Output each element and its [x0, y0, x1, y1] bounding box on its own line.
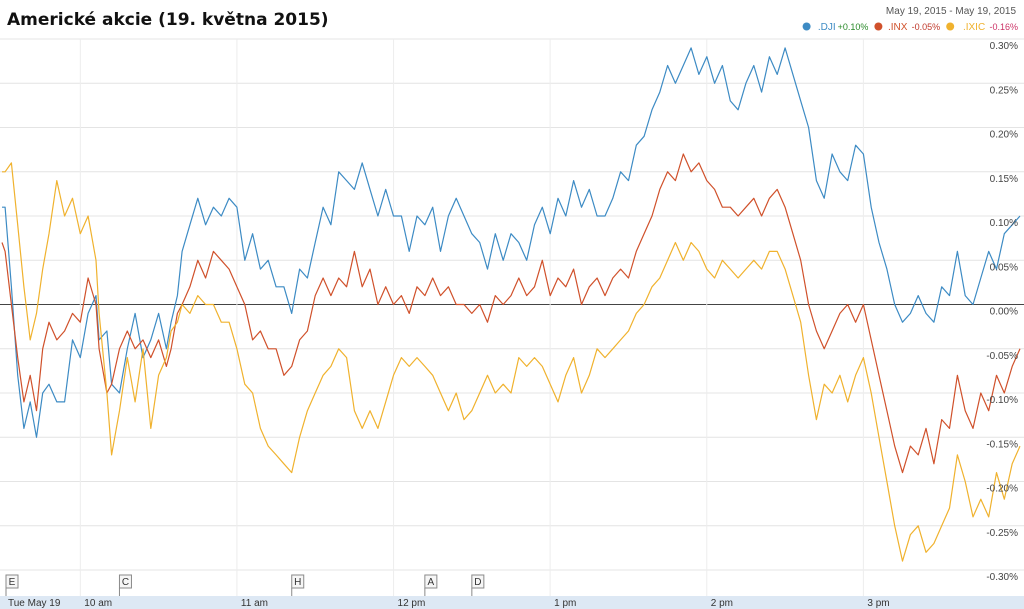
series-line — [2, 47, 1021, 438]
legend-name: .DJI — [818, 22, 836, 33]
event-label: D — [474, 577, 481, 588]
legend: -0.16% .IXIC -0.05% .INX +0.10%.DJI — [802, 22, 1018, 33]
event-label: C — [122, 577, 129, 588]
legend-change: -0.05% — [912, 22, 941, 32]
x-tick-label: 10 am — [84, 598, 112, 609]
y-axis-labels: 0.30% 0.25% 0.20% 0.15% 0.10% 0.05% 0.00% -0.05… — [986, 41, 1018, 583]
y-tick-label: -0.20% — [986, 484, 1018, 495]
series-line — [2, 162, 1021, 562]
legend-change: +0.10% — [838, 22, 869, 32]
date-range: May 19, 2015 - May 19, 2015 — [886, 6, 1017, 17]
y-tick-label: 0.00% — [990, 307, 1018, 318]
event-flag[interactable] — [471, 574, 485, 589]
y-tick-label: 0.20% — [990, 130, 1018, 141]
y-tick-label: 0.15% — [990, 174, 1018, 185]
x-tick-label: 3 pm — [867, 598, 889, 609]
x-tick-label: 1 pm — [554, 598, 576, 609]
event-flag[interactable] — [291, 574, 305, 589]
event-flag[interactable] — [118, 574, 132, 589]
event-label: H — [294, 577, 301, 588]
legend-dot — [946, 22, 955, 31]
chart-title: Americké akcie (19. května 2015) — [7, 10, 329, 30]
y-tick-label: 0.30% — [990, 41, 1018, 52]
x-tick-label: 12 pm — [398, 598, 426, 609]
y-tick-label: -0.30% — [986, 572, 1018, 583]
legend-change: -0.16% — [989, 22, 1018, 32]
x-tick-label: 11 am — [241, 598, 268, 609]
series-line — [1, 153, 1021, 474]
x-tick-label: Tue May 19 — [8, 598, 61, 609]
legend-name: .INX — [888, 22, 908, 33]
y-tick-label: 0.25% — [990, 85, 1018, 96]
y-tick-label: -0.15% — [986, 439, 1018, 450]
legend-dot — [802, 22, 811, 31]
x-axis-labels: Tue May 19 10 am 11 am 12 pm 1 pm 2 pm 3 pm — [8, 598, 890, 609]
legend-name: .IXIC — [963, 22, 985, 33]
event-label: E — [9, 577, 16, 588]
series-lines — [1, 47, 1021, 562]
event-flag[interactable] — [5, 574, 19, 589]
x-tick-label: 2 pm — [711, 598, 733, 609]
y-tick-label: -0.25% — [986, 528, 1018, 539]
y-tick-label: 0.05% — [990, 262, 1018, 273]
event-flag[interactable] — [424, 574, 438, 589]
legend-dot — [874, 22, 883, 31]
y-tick-label: 0.10% — [990, 218, 1018, 229]
event-label: A — [428, 577, 435, 588]
y-tick-label: -0.10% — [986, 395, 1018, 406]
x-axis-band — [0, 596, 1024, 609]
y-tick-label: -0.05% — [986, 351, 1018, 362]
